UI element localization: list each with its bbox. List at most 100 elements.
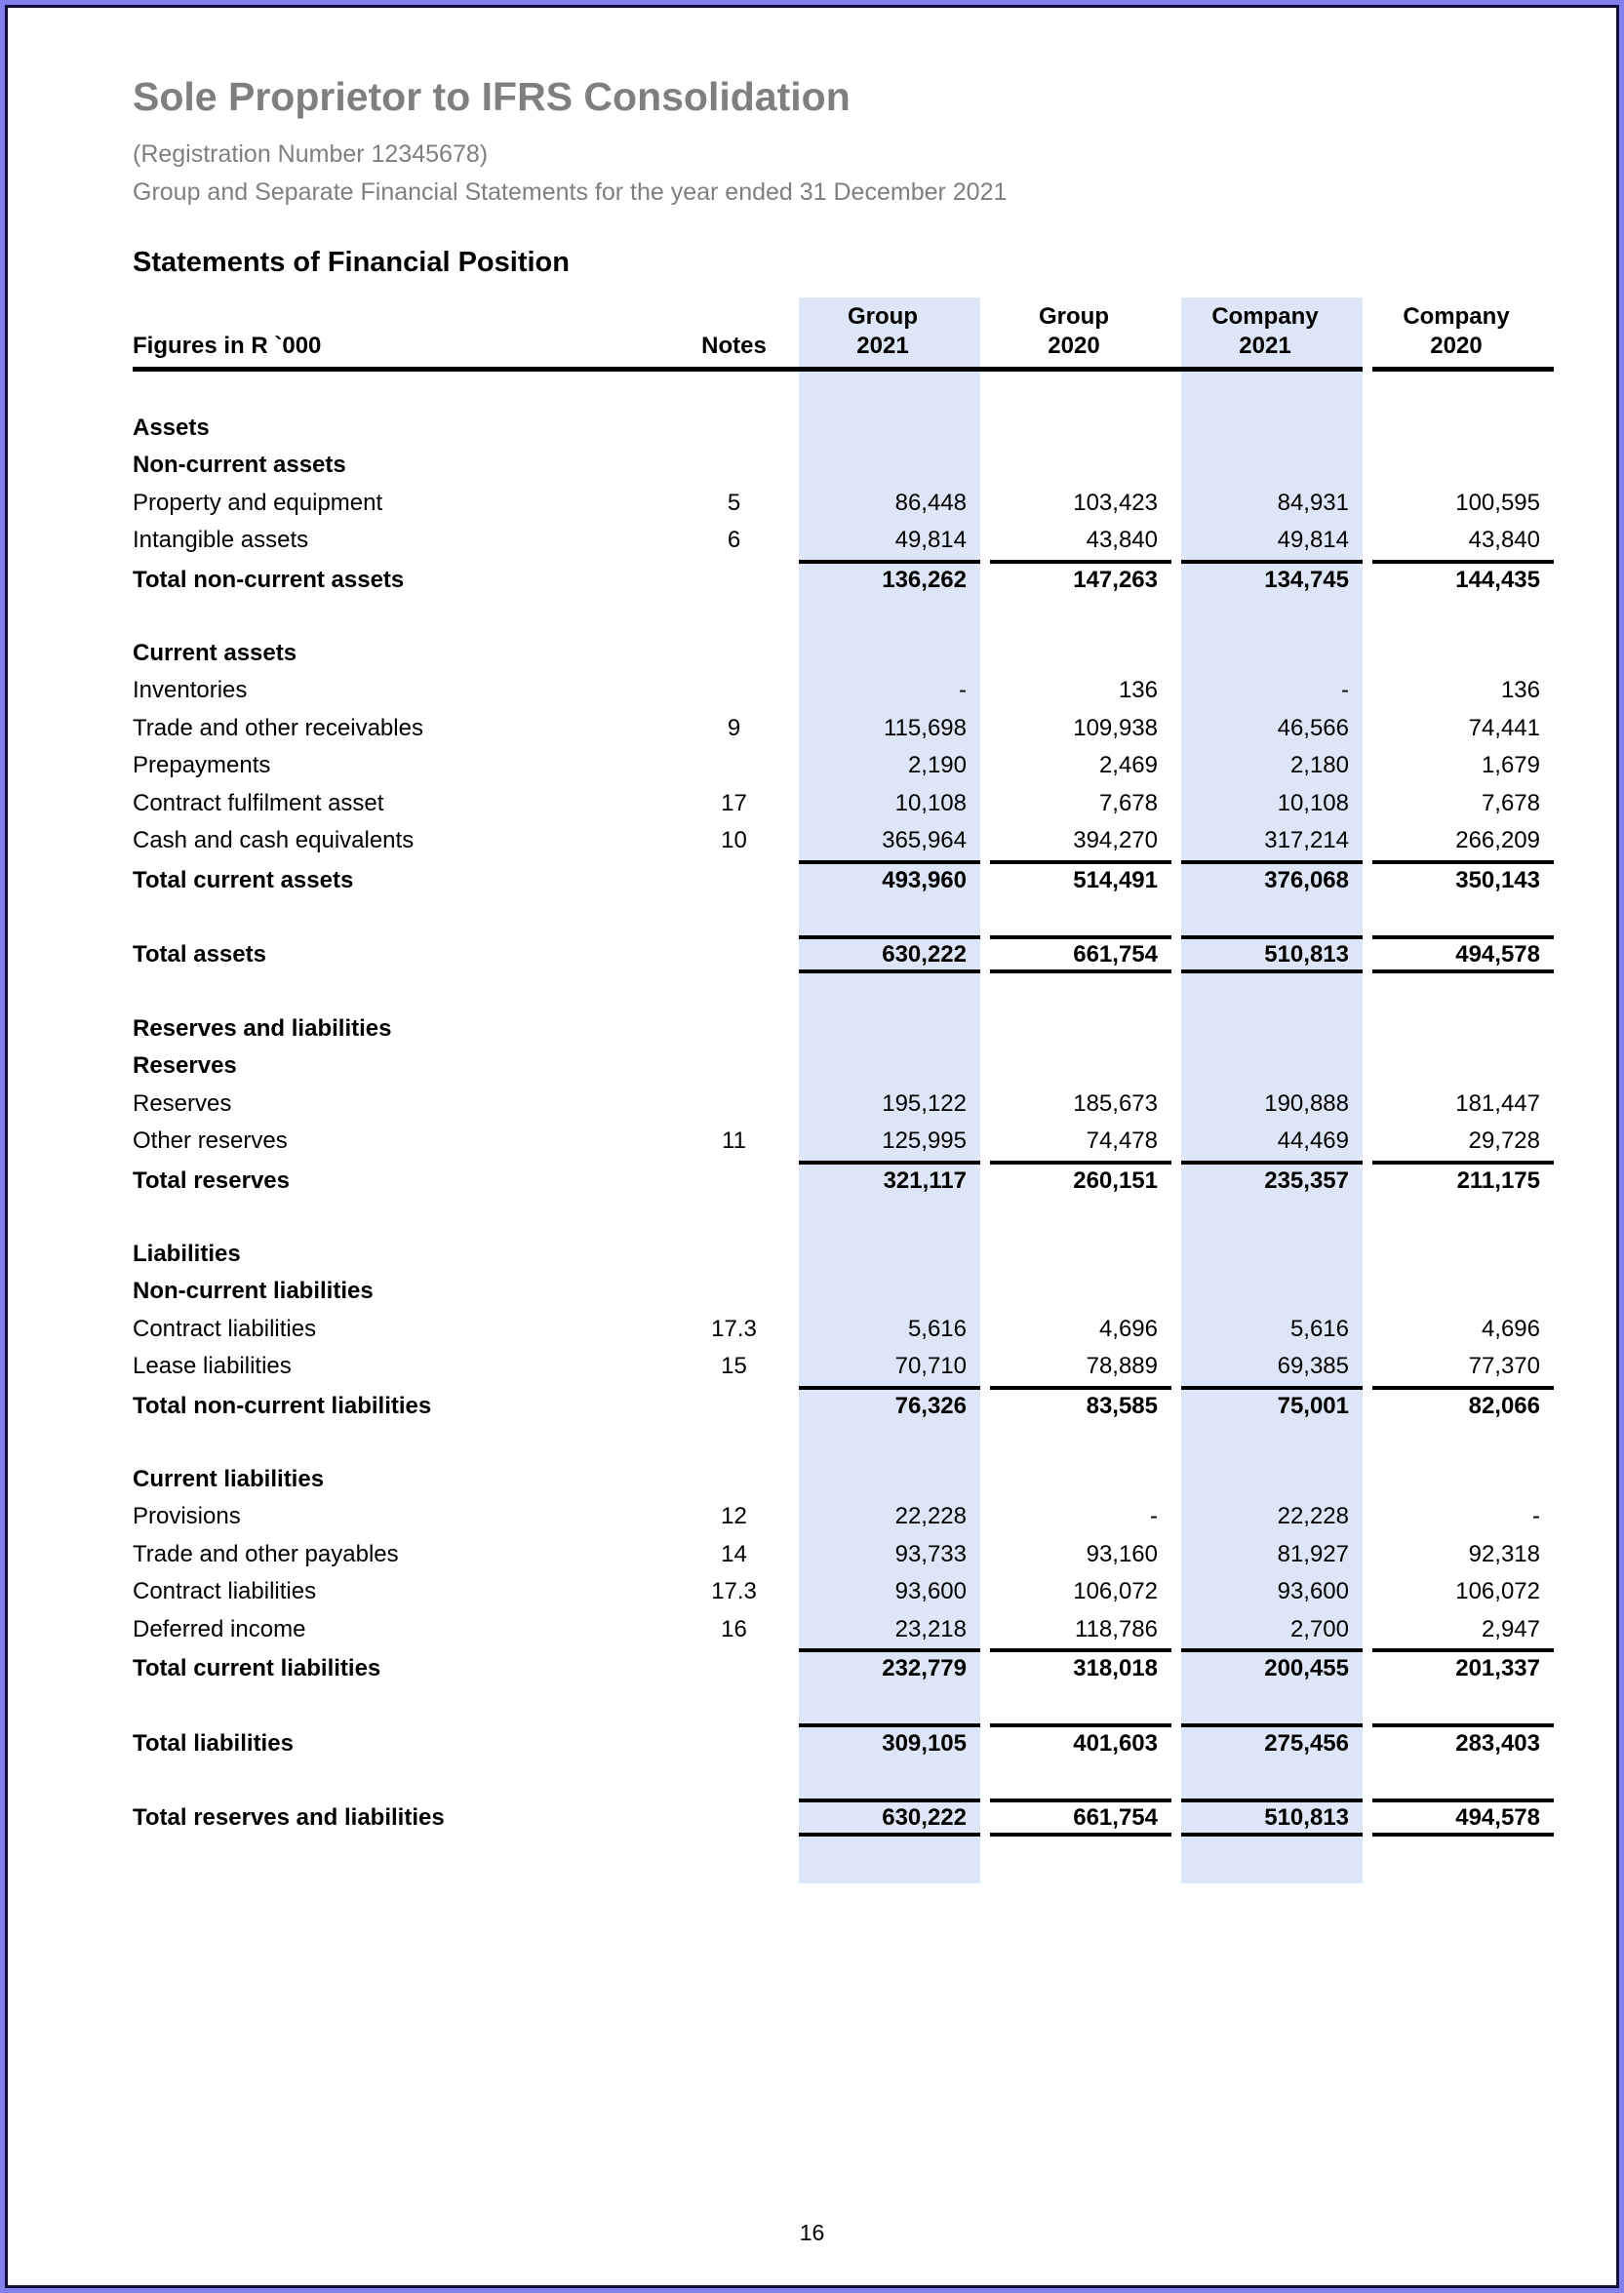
- row-label: Reserves: [133, 1052, 237, 1079]
- row-label: Total non-current assets: [133, 566, 405, 593]
- value-cell: [1181, 447, 1363, 485]
- value-cell: 118,786: [1075, 1615, 1158, 1642]
- note-cell: 15: [721, 1353, 747, 1379]
- row-label: Contract fulfilment asset: [133, 789, 384, 816]
- spacer-row: [133, 897, 1538, 935]
- value-cell: 136,262: [799, 559, 980, 598]
- value-cell: [1181, 1273, 1363, 1311]
- value-cell: -: [1341, 677, 1349, 703]
- value-cell: 2,190: [907, 752, 967, 778]
- note-cell: [679, 1648, 789, 1686]
- row-label: Total non-current liabilities: [133, 1392, 432, 1419]
- table-row: Lease liabilities 15 70,710 78,889 69,385 77,…: [133, 1348, 1540, 1386]
- table-row: Reserves and liabilities: [133, 1010, 1538, 1048]
- table-row: Non-current liabilities: [133, 1273, 1538, 1311]
- table-row: Total reserves and liabilities 630,222 661…: [133, 1799, 1554, 1837]
- value-cell: 661,754: [990, 934, 1171, 973]
- value-cell: 394,270: [1073, 827, 1158, 853]
- spacer-row: [133, 1686, 1538, 1724]
- row-label: Assets: [133, 414, 210, 441]
- value-cell: 115,698: [884, 714, 967, 741]
- note-cell: [679, 560, 789, 598]
- notes-header: Notes: [701, 333, 767, 359]
- value-cell: 5,616: [1289, 1315, 1349, 1342]
- value-cell: 4,696: [1098, 1315, 1158, 1342]
- row-label: Liabilities: [133, 1240, 241, 1267]
- table-row: Contract liabilities 17.3 5,616 4,696 5,616 4…: [133, 1311, 1540, 1349]
- value-cell: 78,889: [1086, 1353, 1158, 1379]
- value-cell: [799, 1010, 980, 1048]
- value-cell: 43,840: [1468, 527, 1540, 553]
- column-header-year: 2021: [1239, 333, 1291, 359]
- value-cell: [1181, 1048, 1363, 1086]
- value-cell: 514,491: [990, 859, 1171, 898]
- row-label: Contract liabilities: [133, 1578, 317, 1604]
- spacer-row: [133, 597, 1538, 635]
- value-cell: 494,578: [1372, 934, 1554, 973]
- table-row: Intangible assets 6 49,814 43,840 49,814 43,8…: [133, 522, 1540, 560]
- table-row: Prepayments 2,190 2,469 2,180 1,679: [133, 747, 1540, 785]
- value-cell: [1372, 410, 1554, 448]
- value-cell: 70,710: [894, 1353, 967, 1379]
- value-cell: 190,888: [1264, 1089, 1349, 1117]
- value-cell: 125,995: [882, 1127, 967, 1154]
- value-cell: 74,441: [1468, 714, 1540, 741]
- spacer-row: [133, 1198, 1538, 1236]
- row-label: Current assets: [133, 639, 297, 666]
- value-cell: 77,370: [1468, 1353, 1540, 1379]
- table-rows: Assets Non-current assets Property and equ…: [133, 372, 1554, 1837]
- row-label: Non-current assets: [133, 452, 346, 478]
- row-label: Contract liabilities: [133, 1315, 317, 1342]
- note-cell: [679, 635, 789, 673]
- value-cell: 93,600: [1277, 1578, 1349, 1604]
- value-cell: 5,616: [907, 1315, 967, 1342]
- table-row: Cash and cash equivalents 10 365,964 394,27…: [133, 822, 1540, 860]
- registration-number: (Registration Number 12345678): [133, 140, 489, 168]
- column-header-year: 2020: [1048, 333, 1100, 359]
- table-row: Reserves: [133, 1048, 1538, 1086]
- value-cell: 2,469: [1098, 752, 1158, 778]
- spacer-row: [133, 972, 1538, 1010]
- header-rule-segment: [133, 367, 1363, 372]
- value-cell: 211,175: [1372, 1160, 1554, 1199]
- value-cell: [799, 1461, 980, 1499]
- value-cell: 2,700: [1289, 1615, 1349, 1642]
- note-cell: 11: [722, 1127, 746, 1154]
- table-row: Property and equipment 5 86,448 103,423 84,9…: [133, 485, 1540, 523]
- spacer-row: [133, 1423, 1538, 1461]
- value-cell: 195,122: [882, 1089, 967, 1117]
- note-cell: 16: [721, 1615, 747, 1642]
- value-cell: 22,228: [894, 1503, 967, 1529]
- value-cell: 106,072: [1073, 1578, 1158, 1604]
- header-rule-segment: [1372, 367, 1554, 372]
- value-cell: 7,678: [1098, 789, 1158, 816]
- value-cell: 1,679: [1481, 752, 1540, 778]
- value-cell: 401,603: [990, 1723, 1171, 1761]
- note-cell: [679, 1236, 789, 1274]
- value-cell: 630,222: [799, 934, 980, 973]
- statements-subtitle: Group and Separate Financial Statements …: [133, 178, 1008, 206]
- table-row: Provisions 12 22,228 - 22,228 -: [133, 1498, 1540, 1536]
- column-header-entity: Group: [1039, 303, 1109, 330]
- value-cell: 321,117: [799, 1160, 980, 1199]
- value-cell: 2,180: [1289, 752, 1349, 778]
- value-cell: [1372, 1010, 1554, 1048]
- value-cell: [1181, 410, 1363, 448]
- value-cell: 81,927: [1277, 1540, 1349, 1567]
- column-header-entity: Company: [1403, 303, 1510, 330]
- value-cell: [1372, 635, 1554, 673]
- row-label: Lease liabilities: [133, 1353, 292, 1379]
- value-cell: [1372, 1461, 1554, 1499]
- table-row: Contract liabilities 17.3 93,600 106,072 93,…: [133, 1573, 1540, 1611]
- note-cell: [679, 1161, 789, 1199]
- note-cell: [679, 1048, 789, 1086]
- value-cell: 46,566: [1277, 714, 1349, 741]
- value-cell: -: [1150, 1503, 1158, 1529]
- table-row: Trade and other receivables 9 115,698 109,9…: [133, 710, 1540, 748]
- note-cell: [679, 860, 789, 898]
- note-cell: 9: [727, 714, 741, 741]
- table-header-year-row: Figures in R `000 Notes 2021 2020 2021 2…: [133, 331, 1538, 366]
- value-cell: [1372, 447, 1554, 485]
- value-cell: [799, 410, 980, 448]
